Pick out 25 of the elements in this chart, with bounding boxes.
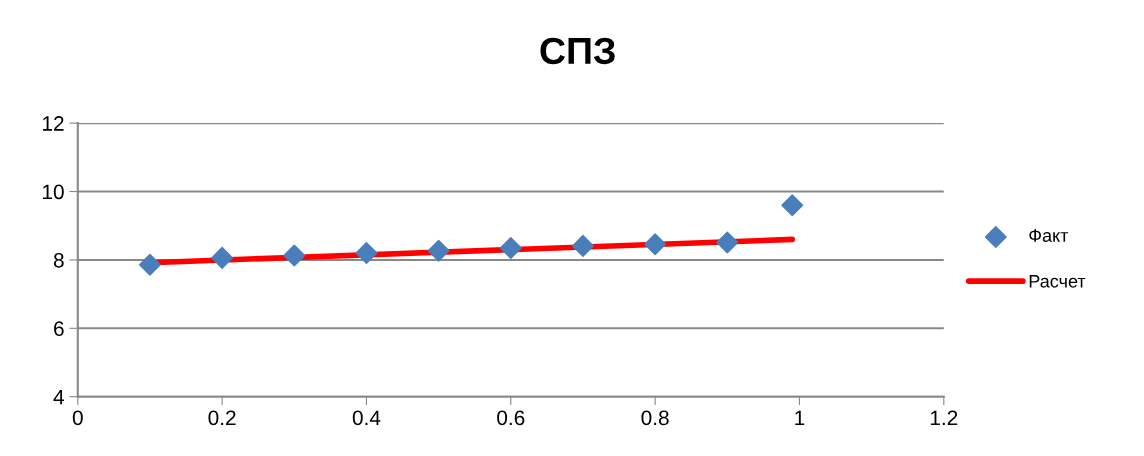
y-tick-label: 12 <box>43 116 64 131</box>
point <box>138 253 161 276</box>
point <box>644 233 667 256</box>
point <box>781 194 804 217</box>
y-tick-label: 6 <box>54 321 64 337</box>
point <box>211 246 234 269</box>
x-tick-label: 0.8 <box>641 410 669 426</box>
x-tick-label: 1 <box>795 410 805 426</box>
y-tick-label: 8 <box>53 252 64 268</box>
x-tick-label: 0.4 <box>352 410 381 426</box>
x-tick-label: 0.2 <box>208 410 236 426</box>
x-tick-label: 0 <box>72 410 83 426</box>
y-tick-label: 10 <box>43 184 64 200</box>
point <box>355 242 378 265</box>
point <box>716 231 739 254</box>
chart-title: СПЗ <box>540 37 615 65</box>
point <box>427 239 450 262</box>
legend-label: Расчет <box>1029 275 1086 288</box>
x-tick-label: 1.2 <box>930 410 958 426</box>
point <box>499 236 522 259</box>
y-tick-label: 4 <box>53 389 64 405</box>
point <box>283 244 306 267</box>
x-tick-label: 0.6 <box>497 410 525 426</box>
legend-label: Факт <box>1029 229 1069 242</box>
point <box>571 234 594 257</box>
